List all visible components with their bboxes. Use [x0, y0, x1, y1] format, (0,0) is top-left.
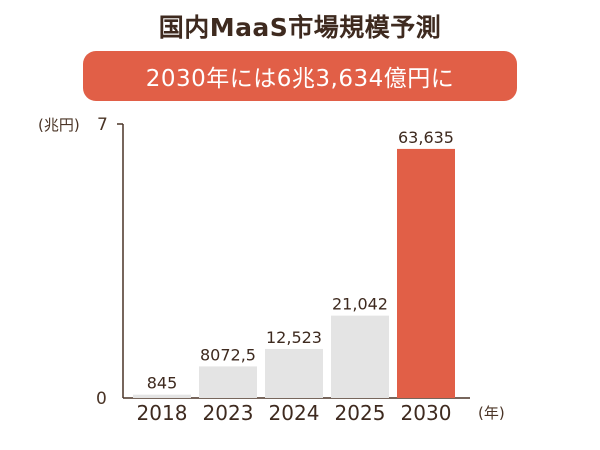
x-tick-label-2024: 2024	[269, 401, 320, 425]
bar-value-label-2018: 845	[147, 374, 178, 393]
x-tick-label-2030: 2030	[401, 401, 452, 425]
bar-value-label-2023: 8072,5	[200, 345, 256, 364]
x-tick-label-2023: 2023	[203, 401, 254, 425]
bar-value-label-2030: 63,635	[398, 128, 454, 147]
highlight-banner: 2030年には6兆3,634億円に	[83, 51, 517, 101]
x-tick-label-2025: 2025	[335, 401, 386, 425]
bar-2018	[133, 394, 191, 398]
bar-2030	[397, 148, 455, 398]
y-tick-label-zero: 0	[96, 389, 107, 409]
chart-title: 国内MaaS市場規模予測	[158, 13, 442, 42]
bar-value-label-2025: 21,042	[332, 295, 388, 314]
x-tick-label-2018: 2018	[137, 401, 188, 425]
bar-2023	[199, 366, 257, 398]
bar-value-label-2024: 12,523	[266, 328, 322, 347]
bar-2024	[265, 348, 323, 398]
x-axis-unit-label: (年)	[478, 404, 505, 422]
bar-2025	[331, 315, 389, 398]
y-axis-unit-label: (兆円)	[38, 116, 80, 134]
y-tick-label-max: 7	[97, 115, 108, 135]
